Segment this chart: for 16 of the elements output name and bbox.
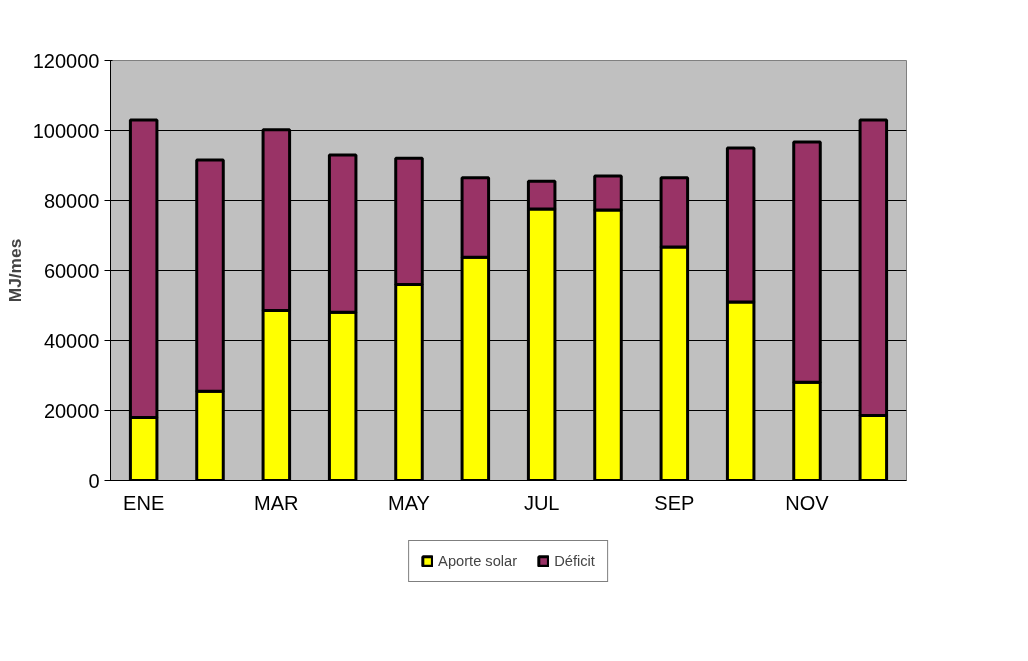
y-tick-label: 40000 <box>43 329 100 352</box>
y-tick-label: 80000 <box>43 189 100 212</box>
y-tick-label: 20000 <box>43 399 100 422</box>
x-tick-label: MAR <box>254 491 299 514</box>
x-tick-label: SEP <box>654 491 695 514</box>
y-tick-label: 60000 <box>43 259 100 282</box>
x-tick-label: JUL <box>523 491 560 514</box>
legend-label: Déficit <box>554 553 595 569</box>
legend-label: Aporte solar <box>438 553 518 569</box>
x-tick-label: MAY <box>388 491 430 514</box>
x-tick-label: ENE <box>123 491 165 514</box>
y-tick-label: 100000 <box>32 119 100 142</box>
y-tick-label: 0 <box>88 469 100 492</box>
x-tick-label: NOV <box>785 491 830 514</box>
y-axis-title: MJ/mes <box>4 238 25 303</box>
y-tick-label: 120000 <box>32 49 100 72</box>
